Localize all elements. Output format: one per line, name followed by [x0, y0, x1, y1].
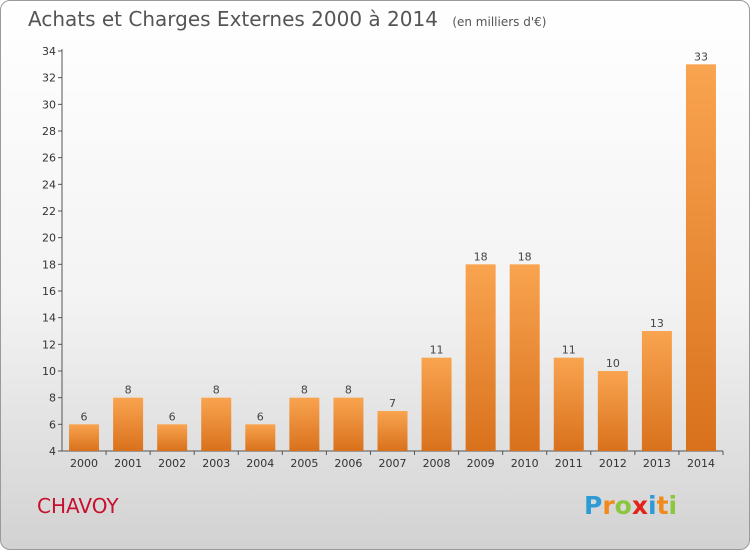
bar	[69, 424, 100, 451]
y-tick-label: 20	[42, 232, 56, 245]
y-tick-label: 10	[42, 365, 56, 378]
bar	[157, 424, 188, 451]
x-tick-label: 2006	[334, 457, 362, 470]
data-label: 10	[606, 357, 620, 370]
data-label: 6	[257, 410, 264, 423]
commune-name: CHAVOY	[37, 494, 119, 518]
bar	[289, 397, 320, 451]
bar	[421, 357, 452, 451]
data-label: 11	[430, 344, 444, 357]
bar	[201, 397, 232, 451]
logo-letter: i	[668, 491, 678, 520]
bar	[553, 357, 584, 451]
logo-letter: i	[648, 491, 657, 520]
bar	[509, 264, 540, 451]
x-tick-label: 2003	[202, 457, 230, 470]
x-tick-label: 2004	[246, 457, 274, 470]
x-tick-label: 2012	[599, 457, 627, 470]
y-tick-label: 12	[42, 338, 56, 351]
bar	[465, 264, 496, 451]
y-tick-label: 26	[42, 152, 56, 165]
bar	[641, 331, 672, 451]
logo-letter: x	[631, 491, 648, 520]
y-tick-label: 14	[42, 312, 56, 325]
chart-subtitle: (en milliers d'€)	[452, 15, 547, 29]
x-tick-label: 2010	[511, 457, 539, 470]
y-tick-label: 4	[49, 445, 56, 458]
y-tick-label: 34	[42, 45, 56, 58]
proxiti-logo: Proxiti	[584, 491, 677, 520]
y-tick-label: 24	[42, 178, 56, 191]
x-tick-label: 2008	[423, 457, 451, 470]
data-label: 18	[518, 250, 532, 263]
x-tick-label: 2014	[687, 457, 715, 470]
chart-title-text: Achats et Charges Externes 2000 à 2014	[28, 7, 438, 31]
logo-letter: P	[584, 491, 603, 520]
data-label: 13	[650, 317, 664, 330]
x-tick-label: 2009	[467, 457, 495, 470]
data-label: 6	[81, 410, 88, 423]
chart-title: Achats et Charges Externes 2000 à 2014 (…	[28, 7, 546, 31]
x-tick-label: 2011	[555, 457, 583, 470]
data-label: 8	[125, 384, 132, 397]
x-tick-label: 2000	[70, 457, 98, 470]
y-tick-label: 28	[42, 125, 56, 138]
data-label: 7	[389, 397, 396, 410]
data-label: 11	[562, 344, 576, 357]
data-label: 8	[301, 384, 308, 397]
y-tick-label: 32	[42, 72, 56, 85]
bar	[685, 64, 716, 452]
x-tick-label: 2002	[158, 457, 186, 470]
data-label: 8	[345, 384, 352, 397]
y-tick-label: 22	[42, 205, 56, 218]
bar	[597, 371, 628, 451]
y-tick-label: 16	[42, 285, 56, 298]
y-tick-label: 6	[49, 418, 56, 431]
x-tick-label: 2005	[290, 457, 318, 470]
y-tick-label: 18	[42, 258, 56, 271]
y-tick-label: 8	[49, 392, 56, 405]
logo-letter: t	[656, 491, 669, 520]
bar	[245, 424, 276, 451]
bar	[333, 397, 364, 451]
data-label: 33	[694, 50, 708, 63]
x-tick-label: 2001	[114, 457, 142, 470]
logo-letter: o	[614, 491, 632, 520]
x-tick-label: 2013	[643, 457, 671, 470]
y-tick-label: 30	[42, 98, 56, 111]
logo-letter: r	[602, 491, 615, 520]
bar	[377, 411, 408, 451]
bar	[113, 397, 144, 451]
x-tick-label: 2007	[379, 457, 407, 470]
data-label: 6	[169, 410, 176, 423]
data-label: 8	[213, 384, 220, 397]
data-label: 18	[474, 250, 488, 263]
